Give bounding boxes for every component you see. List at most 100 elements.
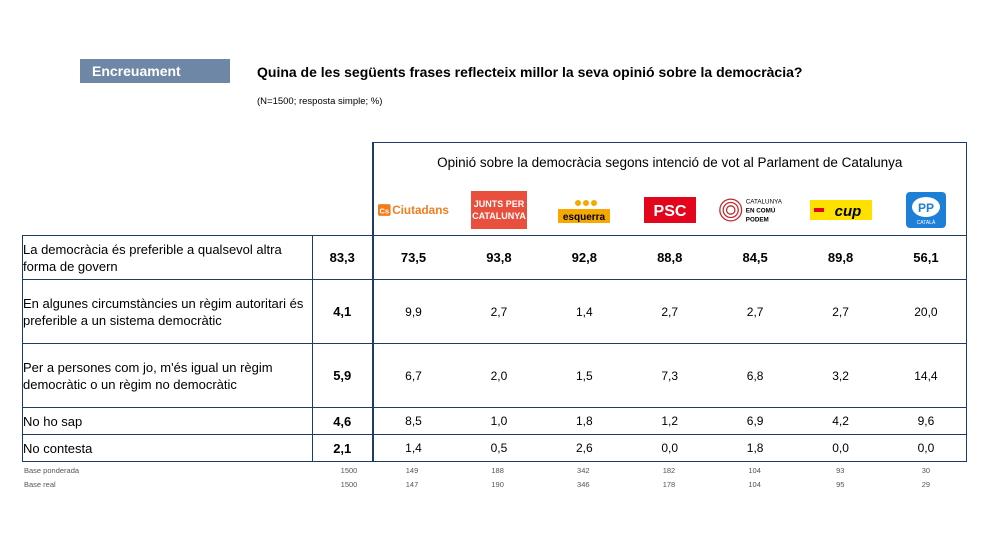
value-cell: 2,7	[832, 304, 849, 319]
value-cell: 1,8	[575, 414, 593, 428]
base-total: 1500	[340, 466, 358, 475]
table-row: En algunes circumstàncies un règim autor…	[22, 279, 967, 344]
row-label: Per a persones com jo, m'és igual un règ…	[22, 343, 313, 408]
party-logo-3: PSC	[634, 190, 706, 230]
psc-logo-icon	[643, 196, 696, 223]
row-label: En algunes circumstàncies un règim autor…	[22, 279, 313, 344]
svg-text:PP: PP	[918, 201, 934, 215]
value-cell: 14,4	[914, 368, 938, 383]
value-cell: 2,7	[490, 304, 508, 319]
base-value: 182	[662, 466, 676, 475]
value-cell: 3,2	[832, 368, 849, 383]
base-value: 95	[836, 480, 845, 489]
row-values: 73,5 93,8 92,8 88,8 84,5 89,8 56,1	[371, 235, 967, 280]
party-logo-5: cup	[805, 190, 877, 230]
value-cell: 73,5	[400, 250, 427, 265]
value-cell: 1,8	[746, 441, 764, 455]
svg-text:PSC: PSC	[653, 203, 686, 220]
value-cell: 88,8	[657, 250, 683, 265]
value-cell: 1,4	[575, 304, 593, 319]
value-cell: 1,5	[575, 368, 593, 383]
cup-logo-icon	[809, 199, 872, 220]
value-cell: 6,9	[746, 414, 764, 428]
row-total: 4,1	[312, 279, 373, 344]
svg-text:EN COMÚ: EN COMÚ	[746, 205, 776, 214]
party-logo-2: esquerra	[548, 190, 620, 230]
svg-text:CATALUNYA: CATALUNYA	[746, 198, 783, 205]
value-cell: 93,8	[486, 250, 512, 265]
value-cell: 2,7	[661, 304, 679, 319]
row-values: 8,5 1,0 1,8 1,2 6,9 4,2 9,6	[371, 407, 967, 435]
value-cell: 7,3	[661, 368, 679, 383]
value-cell: 4,2	[832, 414, 849, 428]
question-title: Quina de les següents frases reflecteix …	[257, 64, 803, 80]
erc-logo-icon	[575, 199, 582, 206]
svg-text:cup: cup	[834, 203, 861, 220]
base-values: 149 188 342 182 104 93 30	[372, 466, 966, 475]
header-blank	[22, 142, 373, 236]
value-cell: 2,0	[490, 368, 508, 383]
svg-text:PODEM: PODEM	[746, 216, 769, 223]
ecp-logo-icon	[719, 197, 743, 222]
value-cell: 56,1	[913, 250, 939, 265]
party-logo-4: CATALUNYA EN COMÚ PODEM	[719, 190, 791, 230]
base-value: 29	[921, 480, 931, 489]
row-values: 9,9 2,7 1,4 2,7 2,7 2,7 20,0	[371, 279, 967, 344]
row-total: 4,6	[312, 407, 373, 435]
party-logo-6: PP CATALÀ	[890, 190, 962, 230]
row-total: 2,1	[312, 434, 373, 462]
value-cell: 0,0	[832, 441, 849, 455]
party-logo-1: JUNTS PER CATALUNYA	[463, 190, 535, 230]
base-total: 1500	[340, 480, 358, 489]
row-values: 6,7 2,0 1,5 7,3 6,8 3,2 14,4	[371, 343, 967, 408]
value-cell: 8,5	[405, 414, 422, 428]
row-label: La democràcia és preferible a qualsevol …	[22, 235, 313, 280]
party-logos: Cs Ciutadans JUNTS PER CATALUNYA	[374, 190, 967, 230]
value-cell: 2,7	[746, 304, 764, 319]
svg-text:CATALUNYA: CATALUNYA	[472, 211, 526, 221]
base-values: 147 190 346 178 104 95 29	[372, 480, 966, 489]
row-values: 1,4 0,5 2,6 0,0 1,8 0,0 0,0	[371, 434, 967, 462]
svg-text:CATALÀ: CATALÀ	[917, 219, 936, 226]
value-cell: 9,6	[917, 414, 935, 428]
base-value: 342	[577, 466, 590, 475]
results-table: Opinió sobre la democràcia segons intenc…	[22, 142, 967, 462]
svg-text:Cs: Cs	[379, 206, 389, 215]
value-cell: 6,7	[405, 368, 422, 383]
junts-logo-icon	[470, 190, 527, 229]
base-value: 149	[405, 466, 419, 475]
svg-text:esquerra: esquerra	[563, 212, 606, 223]
row-total: 5,9	[312, 343, 373, 408]
svg-text:Ciutadans: Ciutadans	[392, 204, 449, 217]
cs-logo-icon	[377, 203, 391, 216]
value-cell: 0,0	[661, 441, 679, 455]
value-cell: 2,6	[575, 441, 593, 455]
base-value: 30	[921, 466, 931, 475]
base-value: 104	[748, 480, 761, 489]
value-cell: 0,0	[917, 441, 935, 455]
column-group-title: Opinió sobre la democràcia segons intenc…	[437, 154, 903, 170]
value-cell: 92,8	[571, 250, 597, 265]
value-cell: 84,5	[742, 250, 768, 265]
base-value: 147	[405, 480, 419, 489]
column-group-header: Opinió sobre la democràcia segons intenc…	[371, 142, 967, 236]
table-row: No contesta 2,1 1,4 0,5 2,6 0,0 1,8 0,0 …	[22, 434, 967, 462]
value-cell: 0,5	[490, 441, 508, 455]
value-cell: 1,2	[661, 414, 679, 428]
value-cell: 89,8	[827, 250, 854, 265]
table-row: Per a persones com jo, m'és igual un règ…	[22, 343, 967, 408]
base-value: 178	[662, 480, 676, 489]
base-value: 188	[491, 466, 504, 475]
value-cell: 1,0	[490, 414, 508, 428]
question-subtitle: (N=1500; resposta simple; %)	[257, 96, 383, 107]
row-total: 83,3	[312, 235, 373, 280]
value-cell: 6,8	[746, 368, 764, 383]
row-label: No ho sap	[22, 407, 313, 435]
table-row: La democràcia és preferible a qualsevol …	[22, 235, 967, 280]
value-cell: 9,9	[405, 304, 422, 319]
base-value: 104	[748, 466, 761, 475]
section-tag: Encreuament	[80, 59, 230, 83]
table-row: No ho sap 4,6 8,5 1,0 1,8 1,2 6,9 4,2 9,…	[22, 407, 967, 435]
value-cell: 1,4	[405, 441, 422, 455]
svg-text:JUNTS PER: JUNTS PER	[474, 199, 525, 209]
